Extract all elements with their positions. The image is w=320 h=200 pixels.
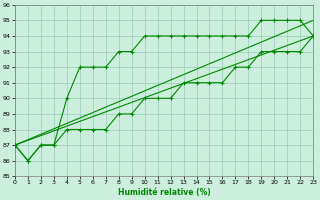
X-axis label: Humidité relative (%): Humidité relative (%) bbox=[118, 188, 211, 197]
